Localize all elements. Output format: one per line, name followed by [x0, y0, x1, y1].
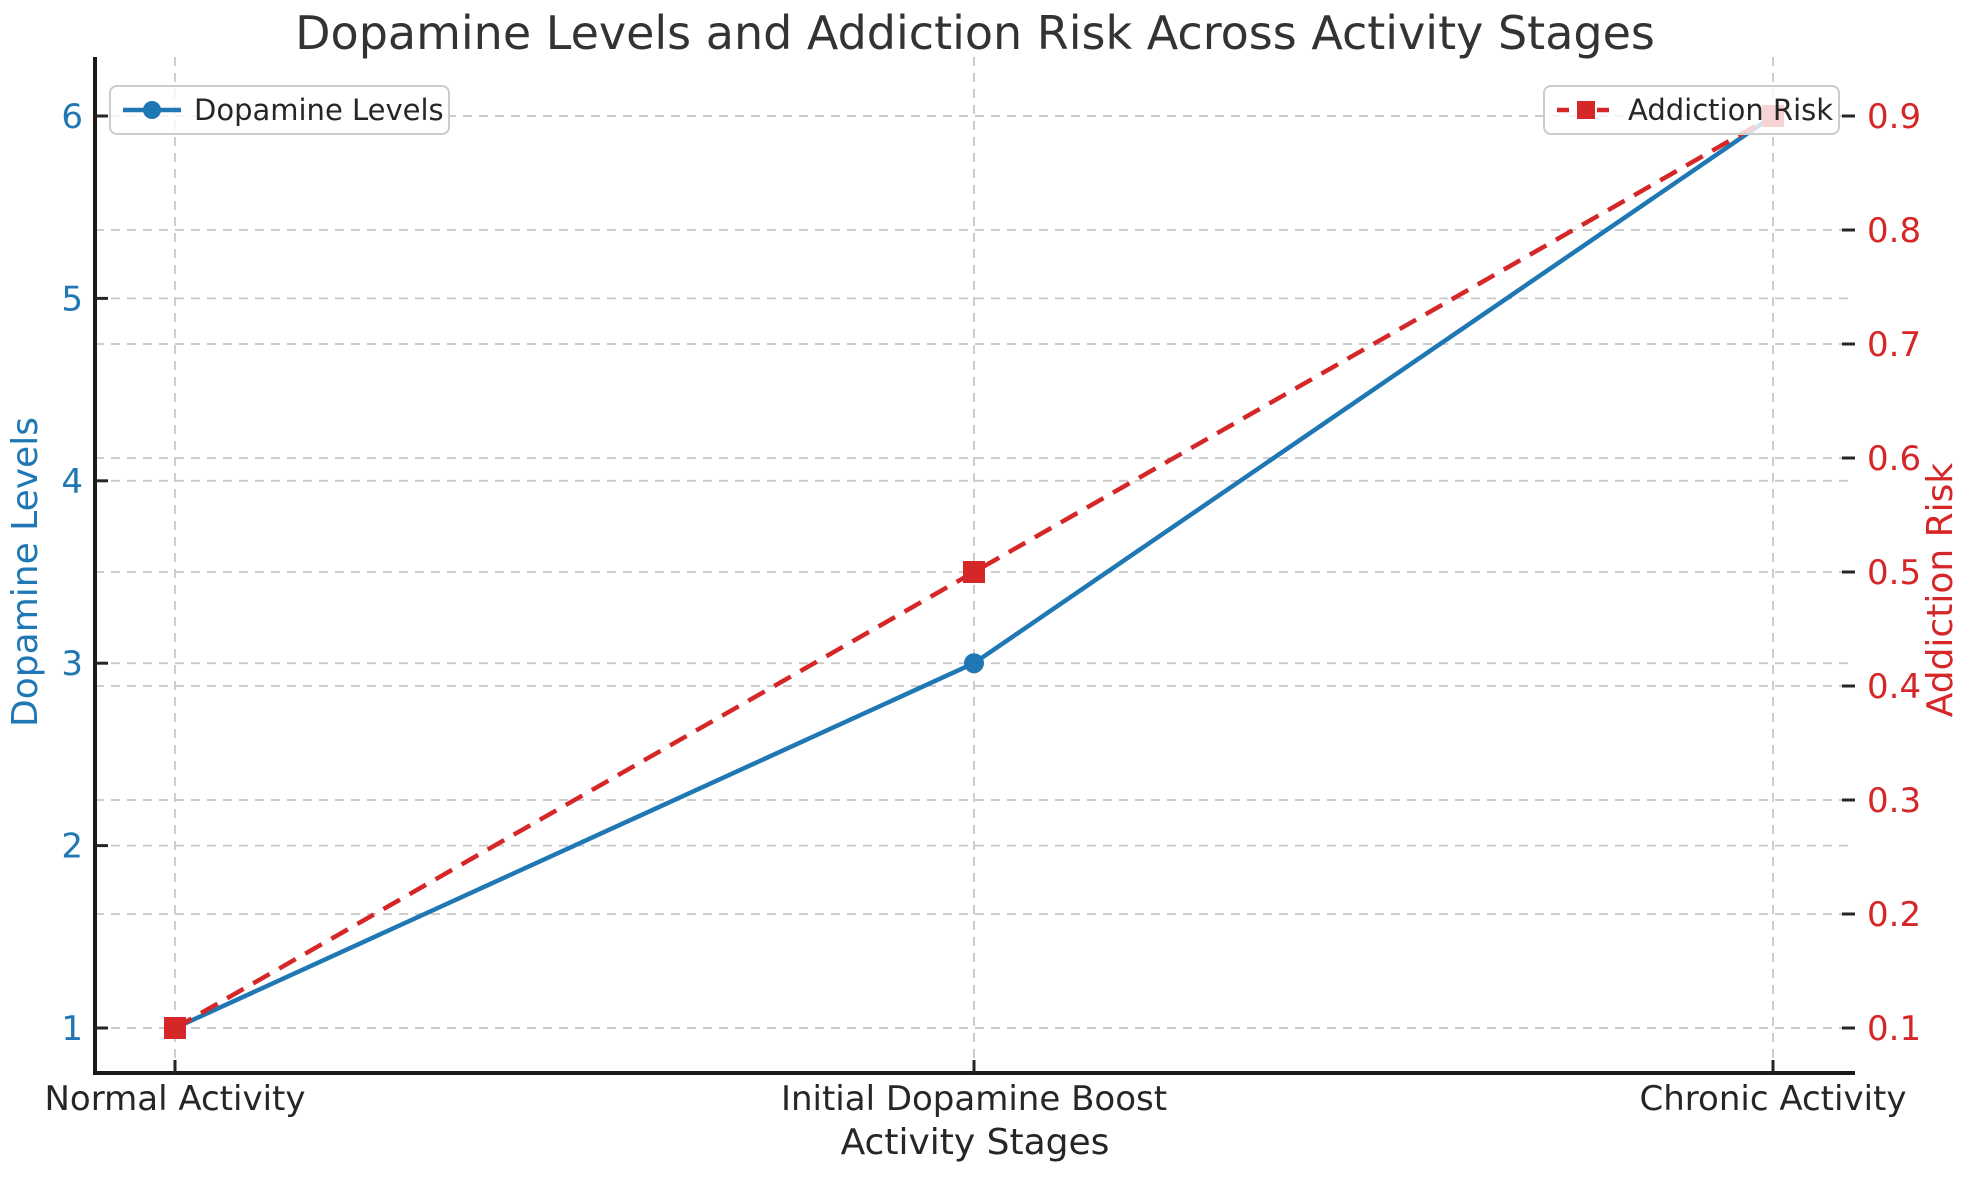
left-tick-label: 4: [61, 462, 83, 502]
right-tick-label: 0.6: [1867, 439, 1921, 479]
x-axis-title: Activity Stages: [840, 1122, 1110, 1163]
series-line-addiction-risk: [173, 114, 1775, 1030]
right-tick-label: 0.8: [1867, 211, 1921, 251]
left-tick-label: 1: [61, 1009, 83, 1049]
legend-label: Addiction Risk: [1628, 93, 1834, 127]
x-tick-label: Normal Activity: [45, 1079, 306, 1119]
chart-title: Dopamine Levels and Addiction Risk Acros…: [295, 6, 1655, 60]
x-tick-label: Initial Dopamine Boost: [781, 1079, 1167, 1119]
legend-dopamine-levels: Dopamine Levels: [109, 85, 450, 135]
right-tick-label: 0.4: [1867, 667, 1921, 707]
legend-addiction-risk: Addiction Risk: [1543, 85, 1840, 135]
ticks-and-labels: 1 2 3 4 5 6 0.1 0.2 0.3 0.4 0.5 0.6 0.7 0.8 0.9 Normal …: [45, 97, 1922, 1119]
right-tick-label: 0.9: [1867, 97, 1921, 137]
right-tick-label: 0.2: [1867, 895, 1921, 935]
right-tick-label: 0.5: [1867, 553, 1921, 593]
right-axis-title: Addiction Risk: [1920, 462, 1961, 718]
left-axis-title: Dopamine Levels: [5, 417, 46, 727]
series-group: [164, 105, 1784, 1039]
left-tick-label: 5: [61, 279, 83, 319]
marker-circle-dopamine-levels: [964, 653, 984, 674]
legend-label: Dopamine Levels: [194, 93, 444, 127]
gridlines: [95, 57, 1855, 1073]
legend-sample-line-circle: [123, 101, 181, 119]
marker-square-addiction-risk: [963, 561, 985, 583]
right-tick-label: 0.1: [1867, 1009, 1921, 1049]
left-tick-label: 2: [61, 827, 83, 867]
marker-square-addiction-risk: [164, 1017, 186, 1039]
left-tick-label: 6: [61, 97, 83, 137]
left-tick-label: 3: [61, 644, 83, 684]
legend-sample-dashed-square: [1557, 101, 1615, 119]
right-tick-label: 0.3: [1867, 781, 1921, 821]
x-tick-label: Chronic Activity: [1640, 1079, 1907, 1119]
right-tick-label: 0.7: [1867, 325, 1921, 365]
